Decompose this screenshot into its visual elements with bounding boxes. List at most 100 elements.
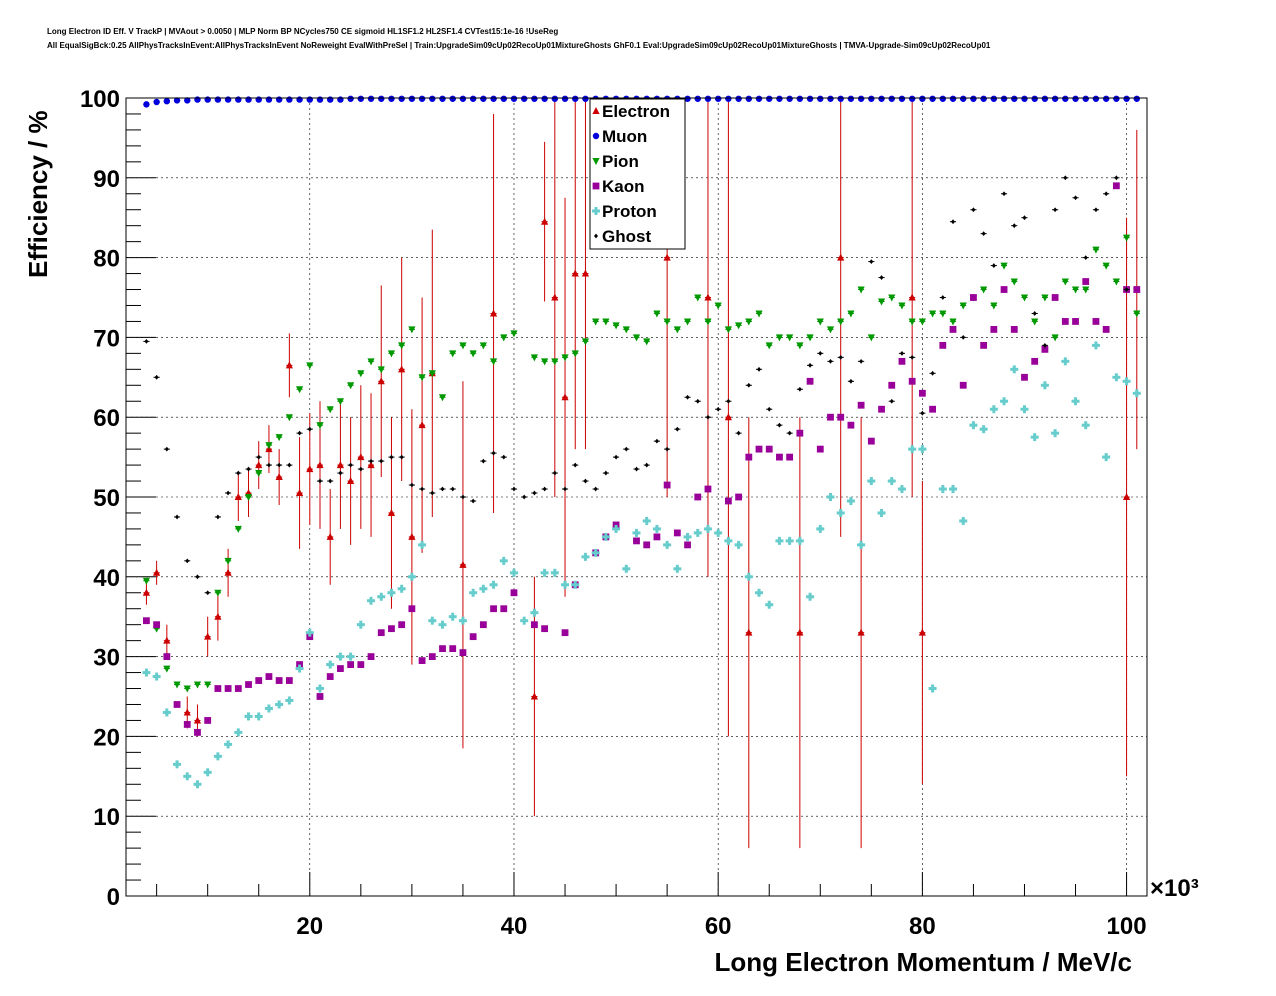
data-point-proton bbox=[734, 540, 743, 549]
data-point-ghost bbox=[348, 462, 353, 468]
data-point-ghost bbox=[338, 470, 343, 476]
data-point-kaon bbox=[1061, 318, 1069, 325]
data-point-pion bbox=[316, 422, 324, 430]
data-point-proton bbox=[816, 524, 825, 533]
data-point-muon bbox=[561, 95, 569, 102]
data-point-proton bbox=[867, 477, 876, 486]
axes: 0 10 20 30 40 50 60 70 80 90 100 20 40 60 80 100 bbox=[80, 86, 1147, 940]
cross-bar-v bbox=[828, 493, 832, 501]
data-point-pion bbox=[265, 442, 273, 450]
legend-entry-electron: Electron bbox=[592, 102, 670, 121]
cross-bar-v bbox=[155, 672, 159, 681]
data-point-ghost bbox=[226, 490, 231, 496]
data-point-ghost bbox=[287, 462, 292, 468]
data-point-muon bbox=[684, 95, 691, 102]
data-point-muon bbox=[827, 95, 834, 102]
cross-bar-v bbox=[706, 524, 710, 533]
data-point-proton bbox=[775, 536, 784, 545]
data-point-ghost bbox=[215, 514, 220, 520]
data-point-ghost bbox=[828, 358, 833, 364]
data-point-muon bbox=[378, 95, 385, 102]
data-point-proton bbox=[315, 684, 324, 693]
data-point-electron bbox=[398, 365, 406, 373]
data-point-proton bbox=[162, 708, 171, 717]
data-point-ghost bbox=[624, 446, 629, 452]
data-point-proton bbox=[561, 580, 570, 589]
data-point-pion bbox=[980, 286, 988, 294]
data-point-kaon bbox=[970, 294, 977, 301]
data-point-pion bbox=[581, 338, 590, 346]
data-point-kaon bbox=[377, 629, 385, 637]
data-point-pion bbox=[918, 318, 926, 326]
cross-bar-v bbox=[195, 780, 199, 789]
data-point-ghost bbox=[195, 574, 200, 580]
cross-bar-v bbox=[818, 524, 822, 533]
data-point-proton bbox=[571, 580, 580, 589]
data-point-ghost bbox=[654, 438, 659, 444]
data-point-ghost bbox=[797, 386, 802, 392]
data-point-proton bbox=[234, 728, 243, 737]
data-point-kaon bbox=[1082, 278, 1090, 285]
data-point-ghost bbox=[399, 454, 404, 460]
data-point-kaon bbox=[643, 541, 651, 549]
series-proton bbox=[142, 341, 1141, 789]
data-point-kaon bbox=[878, 405, 885, 413]
data-point-muon bbox=[908, 95, 916, 102]
data-point-proton bbox=[183, 772, 192, 781]
data-point-ghost bbox=[450, 486, 455, 492]
data-point-electron bbox=[234, 493, 242, 500]
data-point-muon bbox=[1072, 95, 1079, 102]
data-point-kaon bbox=[908, 377, 916, 385]
data-point-ghost bbox=[297, 430, 302, 436]
data-point-ghost bbox=[961, 335, 966, 340]
data-point-muon bbox=[398, 95, 405, 102]
data-point-electron bbox=[285, 361, 293, 369]
data-point-electron bbox=[255, 461, 263, 469]
data-point-proton bbox=[989, 405, 998, 414]
data-point-proton bbox=[1122, 377, 1131, 386]
data-point-pion bbox=[673, 326, 681, 334]
data-point-pion bbox=[428, 370, 436, 378]
data-point-kaon bbox=[204, 717, 212, 724]
data-point-kaon bbox=[224, 685, 232, 692]
cross-bar-v bbox=[808, 592, 812, 601]
data-point-ghost bbox=[379, 458, 384, 464]
y-tick-label: 100 bbox=[80, 86, 120, 113]
data-point-proton bbox=[1010, 365, 1019, 374]
cross-bar-v bbox=[635, 528, 638, 537]
cross-bar-v bbox=[1074, 397, 1078, 406]
data-point-kaon bbox=[347, 661, 355, 668]
data-point-ghost bbox=[838, 354, 843, 360]
data-point-muon bbox=[929, 95, 936, 102]
data-point-pion bbox=[928, 310, 937, 318]
data-point-muon bbox=[939, 95, 946, 102]
cross-bar-v bbox=[359, 620, 363, 629]
x-axis-title: Long Electron Momentum / MeV/c bbox=[715, 947, 1132, 977]
cross-bar-v bbox=[318, 684, 322, 693]
data-point-ghost bbox=[1053, 207, 1058, 213]
cross-bar-v bbox=[298, 664, 302, 673]
data-point-kaon bbox=[704, 485, 712, 493]
data-point-pion bbox=[224, 557, 232, 565]
data-point-muon bbox=[347, 95, 354, 102]
cross-bar-v bbox=[1104, 453, 1108, 462]
data-point-proton bbox=[479, 584, 488, 593]
data-point-proton bbox=[1051, 429, 1060, 438]
y-tick-label: 60 bbox=[93, 405, 120, 432]
cross-bar-v bbox=[645, 516, 649, 525]
data-point-kaon bbox=[827, 413, 834, 421]
x-tick-label: 20 bbox=[296, 913, 323, 940]
data-point-pion bbox=[786, 334, 794, 342]
data-point-pion bbox=[714, 302, 722, 310]
data-point-ghost bbox=[726, 398, 731, 404]
data-point-ghost bbox=[522, 494, 527, 500]
data-point-proton bbox=[959, 516, 968, 525]
cross-bar-v bbox=[941, 485, 945, 494]
data-point-ghost bbox=[644, 462, 649, 468]
data-point-proton bbox=[275, 700, 284, 709]
data-point-proton bbox=[387, 588, 396, 597]
cross-bar-v bbox=[859, 540, 863, 549]
data-point-proton bbox=[938, 485, 947, 494]
data-point-muon bbox=[572, 95, 579, 102]
x-tick-label: 80 bbox=[909, 913, 936, 940]
